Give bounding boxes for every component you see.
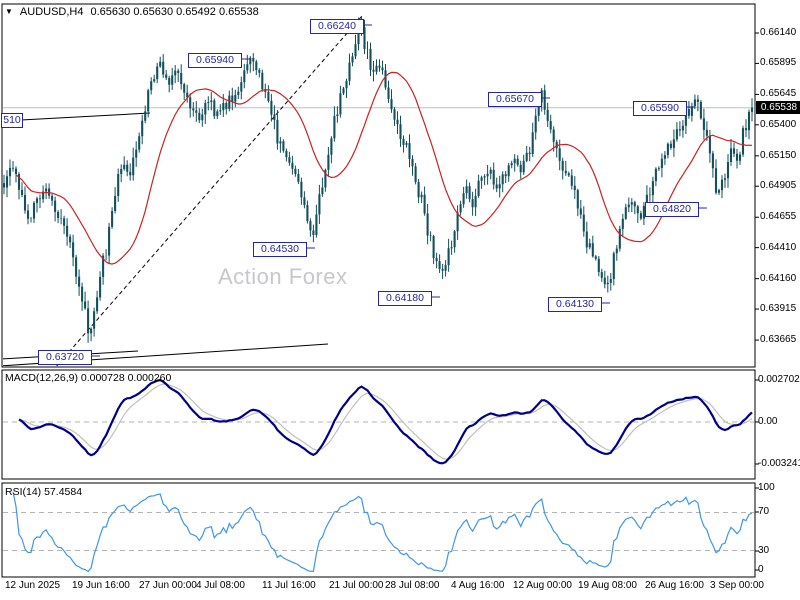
rsi-axis-tick: 30 xyxy=(758,545,770,556)
date-axis-label: 19 Aug 08:00 xyxy=(578,580,637,591)
main-panel-border xyxy=(1,3,756,368)
date-axis-label: 3 Sep 00:00 xyxy=(710,580,764,591)
candle-bodies xyxy=(3,24,754,334)
price-axis-tick: 0.65895 xyxy=(760,57,797,69)
rsi-axis-tick: 0 xyxy=(758,564,764,575)
date-axis-label: 11 Jul 16:00 xyxy=(262,580,316,591)
price-axis-tick: 0.65400 xyxy=(760,118,797,130)
price-axis-tick: 0.65150 xyxy=(760,149,797,161)
macd-axis-tick: 0.002702 xyxy=(758,374,800,385)
macd-panel-border xyxy=(1,369,756,480)
price-flag: 0.63720 xyxy=(38,350,92,365)
price-axis-tick: 0.64655 xyxy=(760,211,797,223)
price-flag: 0.64130 xyxy=(548,297,602,312)
macd-panel-series xyxy=(3,378,754,465)
watermark: Action Forex xyxy=(218,264,348,289)
price-flag: 0.65670 xyxy=(488,92,542,107)
date-axis-label: 26 Aug 16:00 xyxy=(645,580,704,591)
symbol-dropdown-icon[interactable]: ▼ xyxy=(5,7,13,16)
price-flag-left-edge: 510 xyxy=(1,113,23,128)
price-axis-tick: 0.63665 xyxy=(760,334,797,346)
price-axis-tick: 0.63915 xyxy=(760,303,797,315)
rsi-line xyxy=(12,491,753,573)
date-axis-label: 12 Aug 00:00 xyxy=(513,580,572,591)
date-axis-label: 28 Jul 08:00 xyxy=(385,580,440,591)
rsi-panel-series xyxy=(3,491,754,573)
trendline-3 xyxy=(20,112,151,121)
price-flag: 0.65940 xyxy=(188,53,242,68)
macd-axis-tick: -0.003241 xyxy=(758,458,800,469)
rsi-axis-tick: 70 xyxy=(758,506,770,517)
price-flag: 0.64820 xyxy=(645,202,699,217)
macd-axis-tick: 0.00 xyxy=(758,416,778,427)
date-axis-label: 21 Jul 00:00 xyxy=(329,580,384,591)
date-axis-label: 27 Jun 00:00 xyxy=(139,580,197,591)
date-axis-label: 4 Jul 08:00 xyxy=(196,580,245,591)
chart-title-bar: ▼ AUDUSD,H4 0.65630 0.65630 0.65492 0.65… xyxy=(5,6,259,18)
macd-signal-line xyxy=(18,383,753,460)
rsi-panel-border xyxy=(1,482,756,578)
date-axis-label: 12 Jun 2025 xyxy=(5,580,61,591)
price-flag: 0.66240 xyxy=(310,19,364,34)
price-axis-tick: 0.66140 xyxy=(760,27,797,38)
price-axis-tick: 0.64905 xyxy=(760,180,797,192)
current-price-axis-flag: 0.65538 xyxy=(756,101,800,115)
price-flag: 0.65590 xyxy=(633,101,687,116)
rsi-axis-tick: 100 xyxy=(758,482,775,493)
symbol-timeframe-label: AUDUSD,H4 xyxy=(19,6,84,18)
main-panel-series xyxy=(3,15,754,366)
price-axis-tick: 0.64160 xyxy=(760,272,797,284)
price-flag: 0.64180 xyxy=(378,291,432,306)
moving-average-line xyxy=(15,71,753,265)
rsi-indicator-label: RSI(14) 57.4584 xyxy=(5,486,83,498)
date-axis-label: 4 Aug 16:00 xyxy=(451,580,505,591)
price-axis-tick: 0.65645 xyxy=(760,88,797,100)
macd-indicator-label: MACD(12,26,9) 0.000728 0.000260 xyxy=(5,372,172,384)
macd-main-line xyxy=(18,378,753,465)
date-axis-label: 19 Jun 16:00 xyxy=(72,580,130,591)
price-axis-tick: 0.64410 xyxy=(760,241,797,253)
price-flag: 0.64530 xyxy=(253,242,307,257)
trendline-0 xyxy=(56,15,363,366)
ohlc-readout: 0.65630 0.65630 0.65492 0.65538 xyxy=(90,6,259,18)
